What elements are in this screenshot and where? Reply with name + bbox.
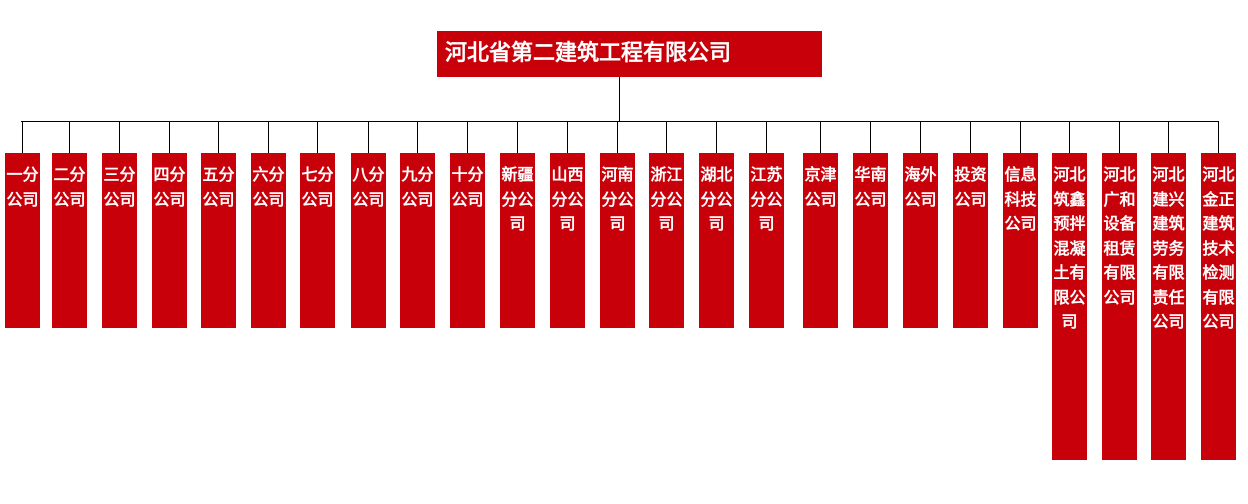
child-connector <box>218 121 219 153</box>
child-connector <box>716 121 717 153</box>
child-connector <box>1218 121 1219 153</box>
child-node: 信息科技公司 <box>1003 153 1038 328</box>
child-connector <box>870 121 871 153</box>
child-connector <box>517 121 518 153</box>
child-connector <box>1168 121 1169 153</box>
child-node: 山西分公司 <box>550 153 585 328</box>
child-connector <box>820 121 821 153</box>
child-connector <box>169 121 170 153</box>
child-node: 二分公司 <box>52 153 87 328</box>
child-node: 五分公司 <box>201 153 236 328</box>
child-connector <box>617 121 618 153</box>
child-connector <box>666 121 667 153</box>
child-connector <box>920 121 921 153</box>
child-connector <box>567 121 568 153</box>
child-connector <box>69 121 70 153</box>
child-connector <box>1069 121 1070 153</box>
child-node: 河北广和设备租赁有限公司 <box>1102 153 1137 460</box>
child-node: 十分公司 <box>450 153 485 328</box>
child-node: 七分公司 <box>300 153 335 328</box>
child-connector <box>22 121 23 153</box>
child-connector <box>317 121 318 153</box>
child-connector <box>467 121 468 153</box>
child-connector <box>1020 121 1021 153</box>
child-node: 河北筑鑫预拌混凝土有限公司 <box>1052 153 1087 460</box>
root-connector <box>619 77 620 121</box>
child-node: 江苏分公司 <box>749 153 784 328</box>
child-connector <box>268 121 269 153</box>
child-connector <box>1119 121 1120 153</box>
child-node: 湖北分公司 <box>699 153 734 328</box>
child-connector <box>766 121 767 153</box>
child-node: 河南分公司 <box>600 153 635 328</box>
child-node: 三分公司 <box>102 153 137 328</box>
child-node: 京津公司 <box>803 153 838 328</box>
child-node: 华南公司 <box>853 153 888 328</box>
child-node: 河北金正建筑技术检测有限公司 <box>1201 153 1236 460</box>
root-node: 河北省第二建筑工程有限公司 <box>437 31 822 77</box>
child-node: 新疆分公司 <box>500 153 535 328</box>
child-connector <box>417 121 418 153</box>
child-node: 八分公司 <box>351 153 386 328</box>
child-node: 六分公司 <box>251 153 286 328</box>
child-node: 浙江分公司 <box>649 153 684 328</box>
child-node: 海外公司 <box>903 153 938 328</box>
child-node: 河北建兴建筑劳务有限责任公司 <box>1151 153 1186 460</box>
child-node: 投资公司 <box>953 153 988 328</box>
child-connector <box>368 121 369 153</box>
child-node: 一分公司 <box>5 153 40 328</box>
child-node: 九分公司 <box>400 153 435 328</box>
horizontal-connector <box>21 121 1218 122</box>
child-connector <box>119 121 120 153</box>
child-connector <box>970 121 971 153</box>
child-node: 四分公司 <box>152 153 187 328</box>
